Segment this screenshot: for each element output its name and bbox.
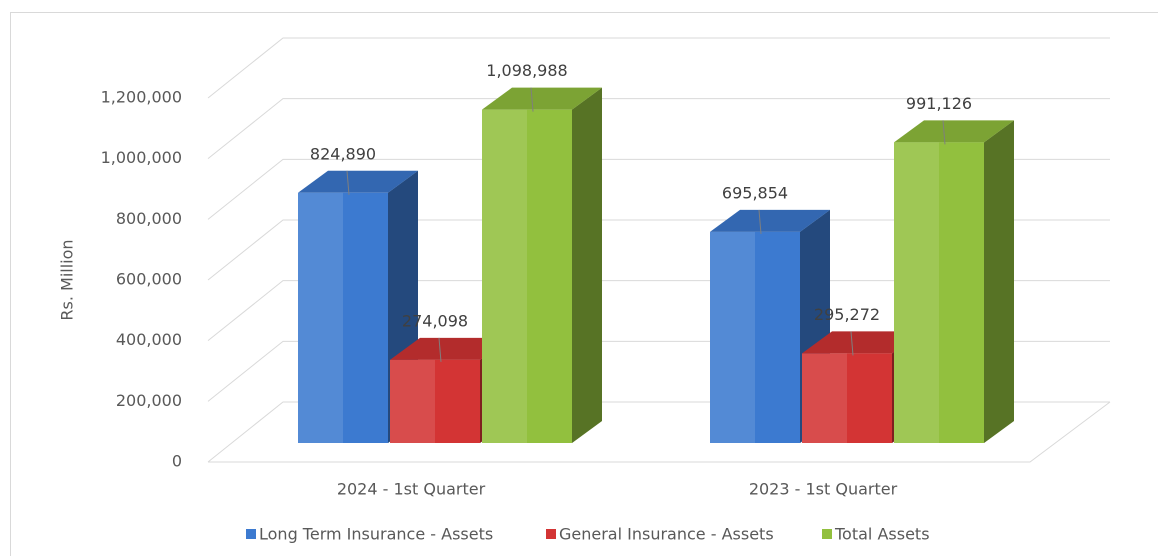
x-tick-label: 2024 - 1st Quarter xyxy=(337,480,486,499)
y-tick-label: 400,000 xyxy=(116,330,182,349)
y-tick-label: 1,200,000 xyxy=(101,88,182,107)
bar-side-shade xyxy=(984,120,1014,443)
x-tick-label: 2023 - 1st Quarter xyxy=(749,480,898,499)
legend-swatch xyxy=(546,529,556,539)
legend-label: General Insurance - Assets xyxy=(559,525,774,544)
bar-highlight xyxy=(894,142,939,443)
y-tick-label: 600,000 xyxy=(116,270,182,289)
legend-label: Long Term Insurance - Assets xyxy=(259,525,493,544)
data-label: 824,890 xyxy=(310,144,376,163)
data-label: 991,126 xyxy=(906,94,972,113)
data-label: 1,098,988 xyxy=(486,61,567,80)
y-tick-label: 1,000,000 xyxy=(101,148,182,167)
data-label: 695,854 xyxy=(722,183,788,202)
y-tick-label: 800,000 xyxy=(116,209,182,228)
data-label: 274,098 xyxy=(402,311,468,330)
data-label: 295,272 xyxy=(814,305,880,324)
bar-highlight xyxy=(298,193,343,443)
legend-swatch xyxy=(246,529,256,539)
legend-label: Total Assets xyxy=(834,525,930,544)
bar-highlight xyxy=(482,110,527,443)
y-tick-label: 0 xyxy=(172,452,182,471)
grid-line xyxy=(208,38,1110,98)
bar-highlight xyxy=(802,353,847,443)
legend-swatch xyxy=(822,529,832,539)
y-axis-label: Rs. Million xyxy=(58,239,77,320)
y-tick-label: 200,000 xyxy=(116,391,182,410)
bar-side-shade xyxy=(572,88,602,443)
bar-highlight xyxy=(390,360,435,443)
bar-highlight xyxy=(710,232,755,443)
